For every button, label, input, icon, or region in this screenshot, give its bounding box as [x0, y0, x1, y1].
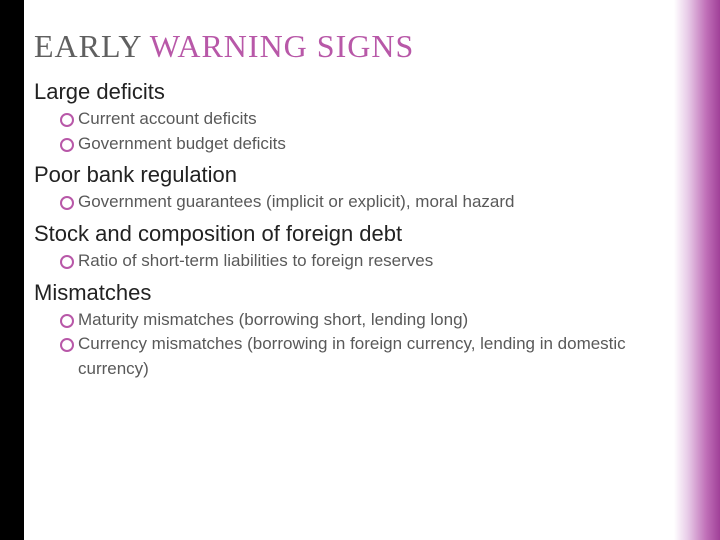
list-item: Currency mismatches (borrowing in foreig… — [60, 332, 670, 381]
bullet-list: Current account deficits Government budg… — [60, 107, 670, 156]
section-heading: Mismatches — [34, 280, 670, 306]
right-purple-gradient — [674, 0, 720, 540]
list-item: Government guarantees (implicit or expli… — [60, 190, 670, 215]
slide-title: EARLY WARNING SIGNS — [34, 28, 670, 65]
bullet-list: Government guarantees (implicit or expli… — [60, 190, 670, 215]
section-heading: Large deficits — [34, 79, 670, 105]
list-item: Ratio of short-term liabilities to forei… — [60, 249, 670, 274]
list-item: Maturity mismatches (borrowing short, le… — [60, 308, 670, 333]
list-item: Government budget deficits — [60, 132, 670, 157]
section-heading: Poor bank regulation — [34, 162, 670, 188]
bullet-list: Maturity mismatches (borrowing short, le… — [60, 308, 670, 382]
list-item: Current account deficits — [60, 107, 670, 132]
slide-content: EARLY WARNING SIGNS Large deficits Curre… — [34, 28, 670, 387]
title-part2: WARNING SIGNS — [150, 28, 415, 64]
title-part1: EARLY — [34, 28, 150, 64]
bullet-list: Ratio of short-term liabilities to forei… — [60, 249, 670, 274]
section-heading: Stock and composition of foreign debt — [34, 221, 670, 247]
left-black-bar — [0, 0, 24, 540]
